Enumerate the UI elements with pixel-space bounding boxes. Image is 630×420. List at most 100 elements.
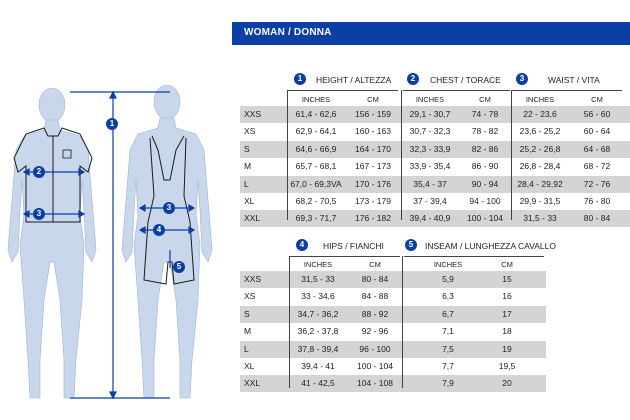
table-cell: 29,9 - 31,5 (519, 196, 561, 206)
table-cell: 22 - 23,6 (523, 109, 557, 119)
table-cell: 78 - 82 (471, 126, 499, 137)
table2-row: XS 33 - 34,6 84 - 88 6,3 16 (240, 288, 546, 305)
table-cell: 37,8 - 39,4 (297, 343, 339, 354)
table1-col-cm-1: CM (367, 95, 379, 104)
size-label: XXL (244, 378, 261, 389)
table-cell: 176 - 182 (355, 213, 391, 224)
table-cell: 80 - 84 (583, 213, 611, 224)
table-cell: 39,4 - 41 (301, 361, 335, 371)
table-cell: 31,5 - 33 (523, 213, 557, 224)
table2-group1-label: HIPS / FIANCHI (323, 241, 384, 251)
table1-col-inches-3: INCHES (525, 95, 555, 104)
table-cell: 64 - 68 (583, 143, 611, 154)
table1-row: L 67,0 - 69,3VA 170 - 176 35,4 - 37 90 - 94 2… (240, 175, 630, 193)
table-cell: 15 (502, 274, 512, 284)
table-cell: 100 - 104 (357, 361, 393, 371)
table1-row: XL 68,2 - 70,5 173 - 179 37 - 39,4 94 - 100 2… (240, 193, 630, 210)
title-banner: WOMAN / DONNA (232, 22, 630, 45)
size-label: L (244, 178, 249, 189)
size-label: M (244, 161, 252, 172)
front-figure-head (38, 87, 66, 123)
size-label: M (244, 326, 252, 337)
table-cell: 41 - 42,5 (301, 378, 335, 389)
size-label: S (244, 143, 250, 154)
table-cell: 5,9 (442, 274, 454, 284)
table1-group2-label: CHEST / TORACE (430, 75, 501, 85)
table1-group1-number: 1 (294, 73, 306, 85)
table2-group1-number: 4 (296, 239, 308, 251)
table1-group1-label: HEIGHT / ALTEZZA (316, 75, 392, 85)
table-cell: 7,7 (442, 361, 454, 371)
table-cell: 39,4 - 40,9 (409, 213, 451, 224)
table1-row: XXS 61,4 - 62,6 156 - 159 29,1 - 30,7 74 - 7… (240, 106, 630, 123)
size-label: XXS (244, 274, 262, 284)
marker-waist-front: 3 (33, 208, 45, 220)
size-label: XS (244, 126, 256, 137)
table-cell: 62,9 - 64,1 (295, 126, 337, 137)
table2-group2-label: INSEAM / LUNGHEZZA CAVALLO (425, 241, 556, 251)
size-label: XXL (244, 213, 261, 224)
table2-row: M 36,2 - 37,8 92 - 96 7,1 18 (240, 323, 546, 340)
table-cell: 170 - 176 (355, 178, 391, 189)
jersey-outline (13, 127, 93, 223)
table-cell: 80 - 84 (361, 274, 389, 284)
table-cell: 61,4 - 62,6 (295, 109, 337, 119)
table-cell: 104 - 108 (357, 378, 393, 389)
table-cell: 33,9 - 35,4 (409, 161, 451, 172)
table1-row: XS 62,9 - 64,1 160 - 163 30,7 - 32,3 78 - 82… (240, 123, 630, 140)
table-cell: 160 - 163 (355, 126, 391, 137)
table-cell: 36,2 - 37,8 (297, 326, 339, 337)
size-label: L (244, 343, 249, 354)
marker-waist-back: 3 (163, 202, 175, 214)
table1-group2-number: 2 (407, 73, 419, 85)
table2-col-inches-1: INCHES (303, 260, 333, 269)
page-title: WOMAN / DONNA (244, 27, 332, 38)
table-cell: 23,6 - 25,2 (519, 126, 561, 137)
table2-col-inches-2: INCHES (433, 260, 463, 269)
table-cell: 34,7 - 36,2 (297, 308, 339, 319)
table2-col-cm-1: CM (369, 260, 381, 269)
table1-group3-label: WAIST / VITA (548, 75, 600, 85)
marker-height: 1 (106, 118, 118, 130)
table-cell: 19,5 (498, 361, 516, 371)
table-cell: 6,7 (442, 308, 454, 319)
table-cell: 20 (502, 378, 512, 389)
back-figure-body (121, 117, 213, 399)
size-label: S (244, 308, 250, 319)
table-cell: 17 (502, 308, 512, 319)
table-cell: 16 (502, 291, 512, 302)
table1-row: XXL 69,3 - 71,7 176 - 182 39,4 - 40,9 100 - … (240, 210, 630, 228)
table2-row: XXL 41 - 42,5 104 - 108 7,9 20 (240, 375, 546, 393)
table-cell: 69,3 - 71,7 (295, 213, 337, 224)
table1-col-inches-1: INCHES (301, 95, 331, 104)
table1-col-cm-2: CM (479, 95, 491, 104)
table-cell: 82 - 86 (471, 143, 499, 154)
table-cell: 35,4 - 37 (413, 178, 447, 189)
table1-col-cm-3: CM (591, 95, 603, 104)
table-cell: 29,1 - 30,7 (409, 109, 451, 119)
table-cell: 68,2 - 70,5 (295, 196, 337, 206)
table-cell: 68 - 72 (583, 161, 611, 172)
size-label: XS (244, 291, 256, 302)
table-cell: 28,4 - 29,92 (517, 178, 563, 189)
table-cell: 7,1 (442, 326, 454, 337)
table-cell: 84 - 88 (361, 291, 389, 302)
table-cell: 7,5 (442, 343, 454, 354)
table1-row: S 64,6 - 66,9 164 - 170 32,3 - 33,9 82 - 86 2… (240, 140, 630, 158)
table-cell: 30,7 - 32,3 (409, 126, 451, 137)
table-cell: 156 - 159 (355, 109, 391, 119)
table-cell: 37 - 39,4 (413, 196, 447, 206)
table-cell: 96 - 100 (359, 343, 391, 354)
table-cell: 88 - 92 (361, 308, 389, 319)
table-cell: 19 (502, 343, 512, 354)
table-cell: 173 - 179 (355, 196, 391, 206)
table2-row: L 37,8 - 39,4 96 - 100 7,5 19 (240, 340, 546, 358)
table-cell: 31,5 - 33 (301, 274, 335, 284)
size-label: XL (244, 196, 255, 206)
table-cell: 74 - 78 (471, 109, 499, 119)
table2-group2-number: 5 (405, 239, 417, 251)
table-cell: 18 (502, 326, 512, 337)
marker-chest: 2 (33, 166, 45, 178)
table2-row: XL 39,4 - 41 100 - 104 7,7 19,5 (240, 358, 546, 375)
table-cell: 72 - 76 (583, 178, 611, 189)
